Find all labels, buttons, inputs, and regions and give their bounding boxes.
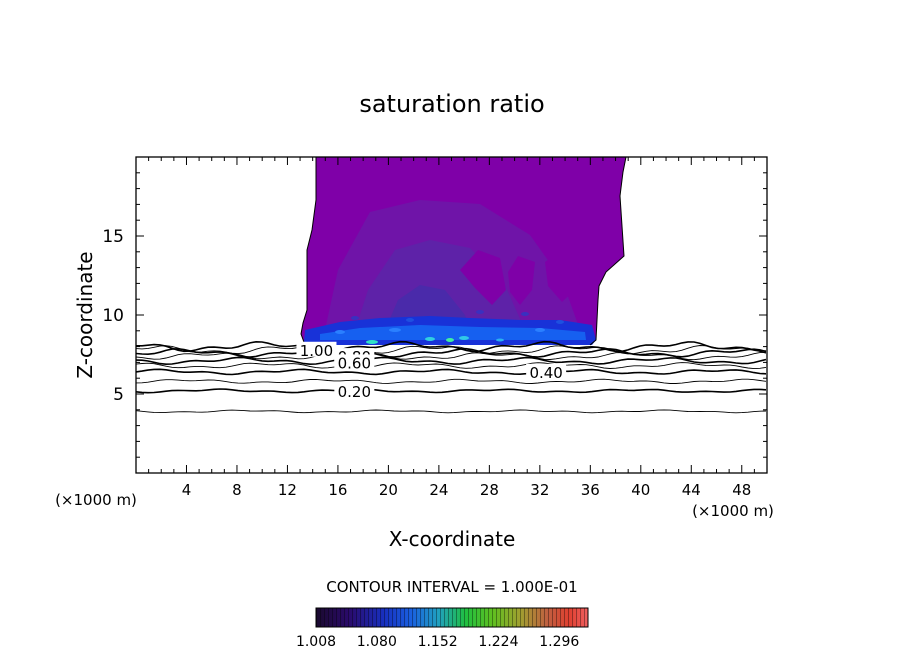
contour-line-0.8 [136, 347, 767, 358]
chart-title: saturation ratio [359, 90, 544, 118]
contour-line-0.4 [136, 368, 767, 376]
shade-hole-far [545, 250, 580, 302]
x-axis-ticks: 4 8 12 16 20 24 28 32 36 40 44 48 [148, 157, 755, 499]
x-tick-label: 24 [429, 481, 448, 499]
contour-line-0.6 [136, 356, 767, 366]
x-tick-label: 28 [480, 481, 499, 499]
x-tick-label: 4 [182, 481, 192, 499]
colorbar-tick-label: 1.296 [539, 634, 579, 650]
contour-line-1.0 [136, 340, 767, 353]
y-tick-label: 15 [102, 227, 124, 247]
colorbar: 1.008 1.080 1.152 1.224 1.296 [296, 607, 589, 650]
contour-line-0.3 [136, 378, 767, 384]
x-tick-label: 48 [732, 481, 751, 499]
shade-speckles [335, 310, 564, 344]
shade-hole-right [508, 256, 535, 305]
colorbar-tick-label: 1.152 [418, 634, 458, 650]
contour-line-0.7 [136, 351, 767, 361]
x-tick-label: 20 [379, 481, 398, 499]
colorbar-tick-label: 1.080 [357, 634, 397, 650]
contour-label: 1.00 [300, 342, 333, 360]
x-tick-label: 36 [581, 481, 600, 499]
contour-line-0.5 [136, 362, 767, 370]
y-axis-label: Z-coordinate [73, 251, 97, 378]
shade-base-band [320, 325, 586, 340]
plot-area [136, 157, 767, 414]
y-tick-label: 5 [113, 385, 124, 405]
contour-label: 0.20 [338, 383, 371, 401]
contour-label: 0.60 [338, 354, 371, 372]
y-axis-ticks: 5 10 15 [102, 172, 767, 458]
x-tick-label: 40 [631, 481, 650, 499]
x-tick-label: 44 [682, 481, 701, 499]
contour-label: 0.40 [529, 364, 562, 382]
x-unit-label: (×1000 m) [692, 502, 774, 520]
contour-line-0.1 [136, 409, 767, 414]
contour-labels: 1.000.800.600.400.20 [296, 341, 567, 401]
contour-line-0.2 [136, 388, 767, 394]
x-tick-label: 16 [328, 481, 347, 499]
y-unit-label: (×1000 m) [55, 491, 137, 509]
colorbar-tick-label: 1.008 [296, 634, 336, 650]
shade-hole-left [460, 250, 506, 305]
contour-lines [136, 340, 767, 414]
contour-label-bg [296, 341, 337, 357]
colorbar-frame [315, 607, 589, 628]
x-tick-label: 32 [530, 481, 549, 499]
x-tick-label: 12 [278, 481, 297, 499]
x-tick-label: 8 [232, 481, 242, 499]
x-axis-label: X-coordinate [389, 527, 516, 551]
saturation-shading [300, 157, 627, 346]
colorbar-tick-labels: 1.008 1.080 1.152 1.224 1.296 [296, 634, 579, 650]
shade-outline [300, 157, 627, 346]
contour-label-bg [334, 354, 375, 370]
colorbar-hatch [316, 608, 588, 627]
colorbar-tick-label: 1.224 [478, 634, 518, 650]
y-tick-label: 10 [102, 306, 124, 326]
contour-label-bg [526, 363, 567, 379]
contour-interval-label: CONTOUR INTERVAL = 1.000E-01 [326, 578, 577, 596]
contour-label-bg [334, 382, 375, 398]
